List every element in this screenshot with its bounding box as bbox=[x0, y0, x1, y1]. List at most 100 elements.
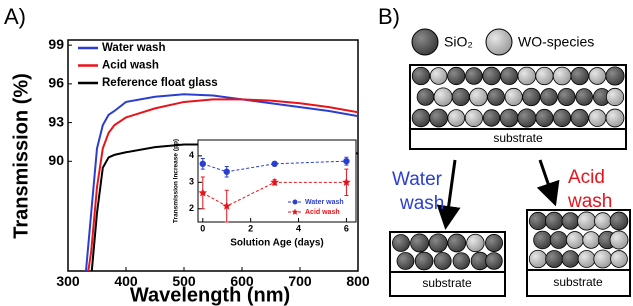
panel-label: A) bbox=[4, 4, 26, 29]
particle bbox=[606, 88, 623, 105]
inset-y-label: Transmission Increase (pp) bbox=[173, 139, 180, 223]
particle bbox=[571, 109, 588, 126]
particle bbox=[434, 252, 451, 269]
wash-label: wash bbox=[399, 193, 444, 214]
y-tick-label: 90 bbox=[48, 152, 64, 168]
particle bbox=[453, 253, 470, 270]
particle bbox=[488, 89, 505, 106]
x-tick-label: 700 bbox=[288, 273, 312, 289]
y-tick-label: 3 bbox=[189, 177, 194, 187]
particle bbox=[571, 67, 589, 85]
particle bbox=[589, 109, 606, 126]
marker bbox=[343, 158, 349, 164]
particle bbox=[529, 250, 546, 267]
y-tick-label: 93 bbox=[48, 113, 64, 129]
particle bbox=[583, 232, 600, 249]
legend-text: WO-species bbox=[518, 34, 594, 50]
particle bbox=[534, 231, 552, 249]
particle bbox=[465, 109, 482, 126]
particle bbox=[505, 88, 522, 105]
x-tick-label: 800 bbox=[346, 273, 370, 289]
particle bbox=[536, 109, 553, 126]
particle bbox=[558, 88, 575, 105]
wash-label: Acid bbox=[568, 167, 605, 188]
particle bbox=[467, 234, 485, 252]
particle bbox=[594, 213, 611, 230]
legend-text: Acid wash bbox=[305, 209, 340, 216]
arrow bbox=[447, 160, 455, 218]
particle bbox=[550, 232, 567, 249]
particle bbox=[606, 67, 624, 85]
particle bbox=[452, 88, 469, 105]
arrow bbox=[540, 160, 552, 195]
particle bbox=[417, 89, 434, 106]
legend-text: SiO₂ bbox=[444, 34, 473, 50]
particle bbox=[562, 213, 579, 230]
y-tick-label: 99 bbox=[48, 36, 64, 52]
particle bbox=[562, 251, 579, 268]
sio2-icon bbox=[412, 29, 438, 55]
marker bbox=[200, 161, 206, 167]
diagram: SiO₂ WO-species substrate substrate subs… bbox=[390, 29, 630, 296]
marker bbox=[224, 169, 230, 175]
y-axis-label: Transmission (%) bbox=[10, 73, 32, 239]
particle bbox=[589, 68, 606, 85]
particle bbox=[541, 89, 558, 106]
substrate-label: substrate bbox=[422, 276, 472, 290]
particle bbox=[448, 110, 465, 127]
substrate-label: substrate bbox=[553, 275, 603, 289]
particle bbox=[576, 89, 593, 106]
particle bbox=[412, 67, 429, 84]
particle bbox=[411, 234, 429, 252]
particle bbox=[545, 212, 563, 230]
marker bbox=[271, 161, 277, 167]
particle bbox=[448, 234, 466, 252]
particle bbox=[606, 109, 624, 127]
legend-text: Water wash bbox=[102, 42, 165, 54]
particle bbox=[566, 232, 583, 249]
particle bbox=[470, 88, 488, 106]
wo-icon bbox=[486, 29, 512, 55]
particle bbox=[434, 88, 452, 106]
particle bbox=[397, 253, 414, 270]
panel-label: B) bbox=[378, 4, 400, 29]
particle bbox=[415, 252, 433, 270]
particle bbox=[611, 251, 628, 268]
x-tick-label: 2 bbox=[248, 224, 253, 234]
legend-text: Reference float glass bbox=[102, 77, 218, 89]
particle bbox=[500, 109, 518, 127]
particle bbox=[610, 231, 628, 249]
page: {"panel_labels":["A)","B)"], "chart_data… bbox=[0, 0, 633, 306]
inset-x-label: Solution Age (days) bbox=[230, 238, 324, 249]
x-axis-label: Wavelength (nm) bbox=[130, 284, 290, 306]
wash-label: wash bbox=[567, 191, 612, 212]
particle bbox=[483, 67, 501, 85]
x-tick-label: 400 bbox=[114, 273, 138, 289]
particle bbox=[412, 109, 430, 127]
particle bbox=[578, 212, 596, 230]
particle bbox=[430, 68, 447, 85]
x-tick-label: 6 bbox=[344, 224, 349, 234]
figure: A) B) Wavelength (nm) Transmission (%) S… bbox=[0, 0, 633, 306]
particle bbox=[392, 234, 409, 251]
x-tick-label: 4 bbox=[296, 224, 301, 234]
x-tick-label: 300 bbox=[56, 273, 80, 289]
particle bbox=[483, 110, 500, 127]
particle bbox=[518, 67, 536, 85]
particle bbox=[553, 67, 571, 85]
particle bbox=[501, 67, 518, 84]
legend-text: Water wash bbox=[305, 199, 344, 206]
legend-marker bbox=[293, 200, 298, 205]
particle bbox=[523, 88, 541, 106]
y-tick-label: 4 bbox=[189, 150, 194, 160]
particle bbox=[485, 234, 502, 251]
particle bbox=[553, 109, 570, 126]
x-tick-label: 600 bbox=[230, 273, 254, 289]
particle bbox=[429, 234, 447, 252]
particle bbox=[536, 67, 553, 84]
particle bbox=[546, 250, 563, 267]
particle bbox=[578, 251, 595, 268]
legend-text: Acid wash bbox=[102, 60, 159, 72]
particle bbox=[448, 67, 465, 84]
particle bbox=[529, 212, 546, 229]
